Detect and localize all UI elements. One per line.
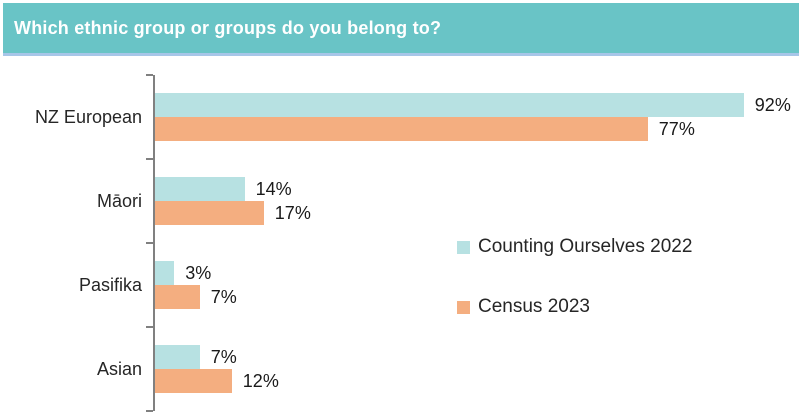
chart-legend: Counting Ourselves 2022 Census 2023 — [457, 236, 693, 357]
axis-tick — [146, 242, 153, 244]
category-label: Pasifika — [78, 275, 142, 295]
axis-tick — [146, 326, 153, 328]
bar-counting-ourselves-2022 — [155, 345, 200, 369]
category-label: Asian — [96, 359, 142, 379]
legend-label: Census 2023 — [478, 296, 590, 317]
value-label: 77% — [658, 119, 695, 139]
legend-label: Counting Ourselves 2022 — [478, 236, 693, 257]
bar-counting-ourselves-2022 — [155, 261, 175, 285]
category-label: NZ European — [34, 107, 142, 127]
value-label: 7% — [210, 347, 237, 367]
category-label: Māori — [96, 191, 142, 211]
chart-title-banner: Which ethnic group or groups do you belo… — [3, 3, 799, 56]
value-label: 14% — [255, 179, 292, 199]
bar-census-2023 — [155, 201, 264, 225]
bar-census-2023 — [155, 117, 648, 141]
axis-tick — [146, 158, 153, 160]
y-axis-line — [153, 75, 155, 411]
legend-item-census-2023: Census 2023 — [457, 296, 692, 317]
value-label: 17% — [274, 203, 311, 223]
chart-title: Which ethnic group or groups do you belo… — [14, 18, 442, 38]
axis-tick — [146, 410, 153, 412]
value-label: 3% — [185, 263, 212, 283]
value-label: 12% — [242, 371, 279, 391]
legend-item-counting-ourselves-2022: Counting Ourselves 2022 — [457, 236, 693, 257]
bar-counting-ourselves-2022 — [155, 93, 744, 117]
bar-census-2023 — [155, 369, 232, 393]
legend-swatch-icon — [457, 240, 470, 254]
bar-census-2023 — [155, 285, 200, 309]
value-label: 92% — [754, 95, 791, 115]
value-label: 7% — [210, 287, 237, 307]
bar-counting-ourselves-2022 — [155, 177, 245, 201]
axis-tick — [146, 74, 153, 76]
legend-swatch-icon — [457, 300, 470, 314]
